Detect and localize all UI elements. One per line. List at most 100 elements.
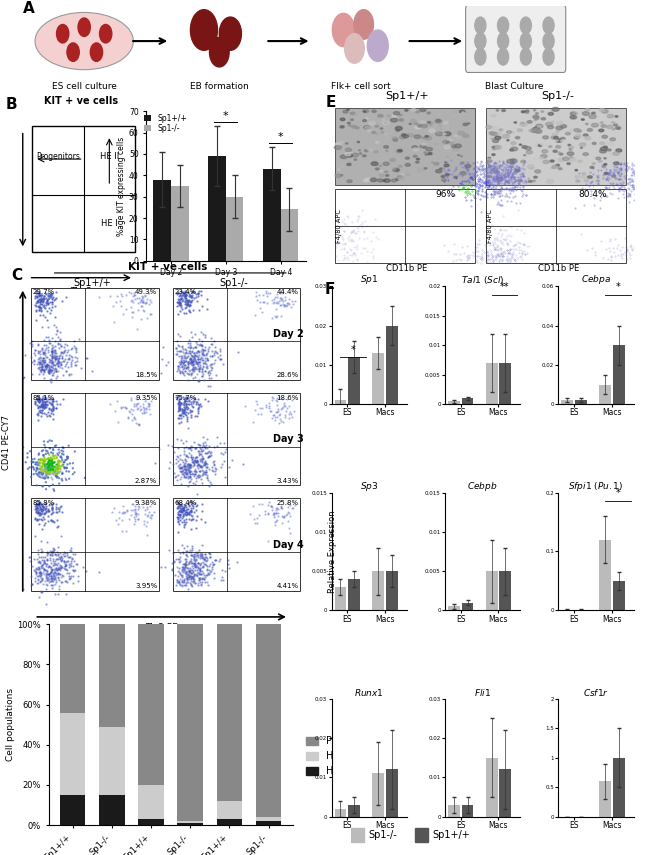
Point (187, 452, 198, 466)
Point (194, 563, 205, 577)
Point (38, 399, 48, 413)
Bar (448, 805, 460, 817)
Point (181, 463, 191, 476)
Bar (335, 587, 346, 610)
Circle shape (348, 152, 353, 155)
Point (184, 499, 194, 513)
Point (190, 451, 201, 464)
Point (58, 462, 69, 475)
Point (51, 363, 61, 376)
Point (46, 506, 57, 520)
Point (187, 570, 197, 584)
Point (50, 352, 60, 366)
Point (33, 547, 44, 561)
Point (176, 453, 187, 467)
Point (194, 568, 204, 581)
Point (183, 287, 194, 301)
Point (184, 573, 194, 587)
Point (45, 453, 55, 467)
Point (196, 460, 206, 474)
Point (39, 357, 49, 370)
Point (201, 465, 211, 479)
Point (186, 366, 196, 380)
Point (37, 572, 47, 586)
Text: Relative Expression: Relative Expression (328, 510, 337, 593)
Point (43, 457, 53, 470)
Point (41, 467, 51, 481)
Point (51, 558, 62, 572)
Point (177, 503, 188, 516)
Point (32, 501, 42, 515)
Point (189, 551, 200, 565)
Point (60, 351, 71, 365)
Point (206, 360, 216, 374)
Point (180, 578, 190, 592)
Point (179, 518, 189, 532)
Point (40, 503, 51, 516)
Point (35, 569, 46, 583)
Point (200, 440, 210, 454)
Point (142, 509, 152, 522)
Point (181, 343, 191, 357)
Point (184, 368, 194, 381)
Point (179, 444, 189, 457)
Point (52, 447, 62, 461)
Point (186, 404, 196, 418)
Point (182, 466, 192, 480)
Point (38, 510, 49, 524)
Circle shape (610, 138, 616, 141)
Point (34, 508, 45, 522)
Point (283, 504, 294, 518)
Point (146, 509, 156, 522)
Circle shape (570, 156, 573, 158)
Point (41, 298, 51, 312)
Point (46, 454, 56, 468)
Point (49, 572, 59, 586)
Point (37, 353, 47, 367)
Point (53, 561, 63, 575)
Point (185, 463, 196, 477)
Circle shape (582, 173, 586, 174)
Bar (486, 758, 497, 817)
Point (138, 399, 148, 413)
Point (175, 287, 185, 301)
Point (183, 394, 194, 408)
Point (186, 556, 196, 569)
Point (51, 451, 62, 465)
Point (212, 439, 222, 452)
Point (42, 452, 52, 466)
Point (38, 293, 49, 307)
Point (42, 564, 53, 578)
Point (33, 391, 44, 404)
Point (200, 570, 211, 584)
Point (45, 457, 55, 471)
Point (250, 308, 261, 321)
Point (32, 392, 42, 405)
Point (30, 290, 40, 304)
Point (172, 339, 183, 352)
Point (183, 293, 194, 307)
Point (38, 453, 48, 467)
Point (187, 453, 198, 467)
Circle shape (335, 143, 341, 145)
Point (43, 504, 53, 518)
Point (193, 286, 203, 299)
Bar (599, 540, 611, 610)
Point (183, 457, 193, 471)
Point (46, 372, 56, 386)
Circle shape (352, 153, 359, 156)
Point (177, 339, 187, 353)
Circle shape (519, 144, 522, 145)
Point (264, 401, 274, 415)
Circle shape (493, 149, 495, 150)
Point (185, 504, 195, 518)
Point (37, 571, 47, 585)
Point (29, 346, 39, 360)
Point (204, 357, 214, 371)
Circle shape (439, 168, 442, 169)
Point (44, 395, 55, 409)
Point (196, 351, 207, 364)
Point (200, 364, 210, 378)
Point (57, 351, 67, 365)
Point (56, 561, 66, 575)
